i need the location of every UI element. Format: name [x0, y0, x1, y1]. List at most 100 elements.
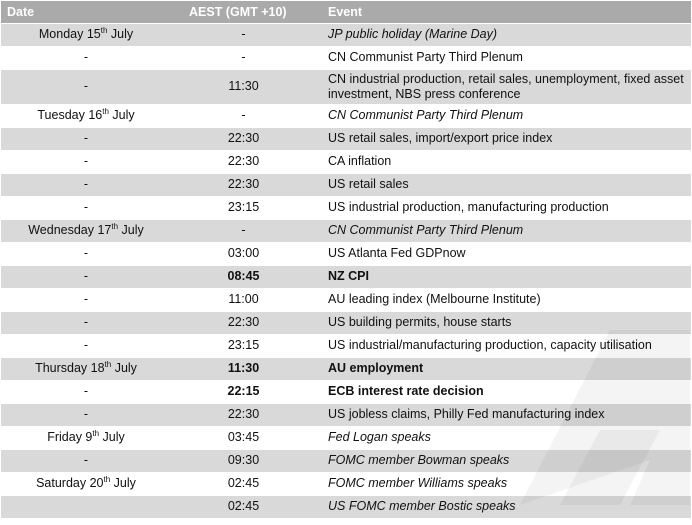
row-date: - — [1, 265, 171, 289]
table-row: - 23:15 US industrial/manufacturing produc… — [1, 334, 691, 358]
table-row: 02:45 US FOMC member Bostic speaks — [1, 495, 691, 519]
row-event: NZ CPI — [316, 265, 691, 289]
row-event: CN Communist Party Third Plenum — [316, 104, 691, 128]
row-time: - — [171, 23, 316, 47]
row-event: US Atlanta Fed GDPnow — [316, 242, 691, 266]
table-row: - 11:30 CN industrial production, retail s… — [1, 69, 691, 105]
row-date-month: July — [111, 361, 137, 375]
row-event: CN Communist Party Third Plenum — [316, 46, 691, 70]
row-event: AU leading index (Melbourne Institute) — [316, 288, 691, 312]
row-date-suffix: th — [111, 221, 119, 231]
row-time: 23:15 — [171, 196, 316, 220]
row-date-month: July — [108, 108, 135, 122]
header-date: Date — [1, 1, 171, 24]
row-time: 08:45 — [171, 265, 316, 289]
row-event: JP public holiday (Marine Day) — [316, 23, 691, 47]
table-row: Thursday 18th July 11:30 AU employment — [1, 357, 691, 381]
row-time: 11:00 — [171, 288, 316, 312]
table-row: Friday 9th July 03:45 Fed Logan speaks — [1, 426, 691, 450]
table-row: - 22:30 US building permits, house starts — [1, 311, 691, 335]
row-date-day: - — [83, 246, 89, 260]
row-date: - — [1, 173, 171, 197]
row-event: FOMC member Bowman speaks — [316, 449, 691, 473]
row-date-day: - — [83, 338, 89, 352]
row-time: 03:00 — [171, 242, 316, 266]
row-date: - — [1, 334, 171, 358]
table-row: - - CN Communist Party Third Plenum — [1, 46, 691, 70]
row-time: 22:30 — [171, 150, 316, 174]
row-time: - — [171, 46, 316, 70]
row-date-month: July — [110, 476, 136, 490]
row-date-day: Friday 9 — [47, 430, 93, 444]
row-time: 09:30 — [171, 449, 316, 473]
row-date-day: - — [83, 315, 89, 329]
row-event: ECB interest rate decision — [316, 380, 691, 404]
row-date: Tuesday 16th July — [1, 104, 171, 128]
row-date-suffix: th — [104, 359, 112, 369]
row-date: Saturday 20th July — [1, 472, 171, 496]
row-event: CN industrial production, retail sales, … — [316, 69, 691, 105]
row-time: 23:15 — [171, 334, 316, 358]
row-date: Thursday 18th July — [1, 357, 171, 381]
row-event: AU employment — [316, 357, 691, 381]
row-date: - — [1, 242, 171, 266]
table-row: - 22:30 CA inflation — [1, 150, 691, 174]
row-time: 11:30 — [171, 69, 316, 105]
row-event: CA inflation — [316, 150, 691, 174]
table-row: - 22:30 US retail sales, import/export pri… — [1, 127, 691, 151]
header-event: Event — [316, 1, 691, 24]
row-date-day: Tuesday 16 — [37, 108, 103, 122]
row-event: US retail sales, import/export price ind… — [316, 127, 691, 151]
table-row: Monday 15th July - JP public holiday (Mari… — [1, 23, 691, 47]
row-date-day: - — [83, 269, 89, 283]
row-event: US retail sales — [316, 173, 691, 197]
row-date-suffix: th — [92, 428, 100, 438]
row-date-day: Thursday 18 — [35, 361, 105, 375]
row-event: US jobless claims, Philly Fed manufactur… — [316, 403, 691, 427]
row-time: 22:30 — [171, 173, 316, 197]
header-time: AEST (GMT +10) — [171, 1, 316, 24]
row-event: Fed Logan speaks — [316, 426, 691, 450]
table-row: - 11:00 AU leading index (Melbourne Instit… — [1, 288, 691, 312]
row-date-day: - — [83, 292, 89, 306]
row-date: - — [1, 127, 171, 151]
row-time: 22:30 — [171, 127, 316, 151]
row-event: US FOMC member Bostic speaks — [316, 495, 691, 519]
row-date-month: July — [107, 27, 134, 41]
row-event: FOMC member Williams speaks — [316, 472, 691, 496]
row-date-day: Wednesday 17 — [28, 223, 112, 237]
row-event: CN Communist Party Third Plenum — [316, 219, 691, 243]
row-time: 02:45 — [171, 472, 316, 496]
row-date-day: - — [83, 177, 89, 191]
row-date: - — [1, 288, 171, 312]
table-row: - 08:45 NZ CPI — [1, 265, 691, 289]
row-date-day: - — [83, 453, 89, 467]
row-time: - — [171, 219, 316, 243]
table-header-row: Date AEST (GMT +10) Event — [1, 1, 691, 24]
row-time: 11:30 — [171, 357, 316, 381]
row-time: 22:30 — [171, 311, 316, 335]
row-date: - — [1, 150, 171, 174]
row-date: - — [1, 380, 171, 404]
row-date: - — [1, 403, 171, 427]
row-date: Wednesday 17th July — [1, 219, 171, 243]
table-row: Saturday 20th July 02:45 FOMC member Willi… — [1, 472, 691, 496]
table-row: - 03:00 US Atlanta Fed GDPnow — [1, 242, 691, 266]
row-date-suffix: th — [102, 106, 109, 116]
table-row: Wednesday 17th July - CN Communist Party T… — [1, 219, 691, 243]
row-date-day: - — [83, 200, 89, 214]
row-date: - — [1, 46, 171, 70]
table-row: Tuesday 16th July - CN Communist Party Thi… — [1, 104, 691, 128]
row-date-day: - — [83, 79, 89, 93]
row-date-day: - — [83, 50, 89, 64]
row-date: Friday 9th July — [1, 426, 171, 450]
row-date-day: - — [83, 384, 89, 398]
row-date-day: Monday 15 — [38, 27, 101, 41]
table-row: - 22:15 ECB interest rate decision — [1, 380, 691, 404]
row-time: - — [171, 104, 316, 128]
table-row: - 22:30 US jobless claims, Philly Fed manu… — [1, 403, 691, 427]
row-event: US industrial/manufacturing production, … — [316, 334, 691, 358]
table-row: - 09:30 FOMC member Bowman speaks — [1, 449, 691, 473]
row-date — [1, 495, 171, 519]
